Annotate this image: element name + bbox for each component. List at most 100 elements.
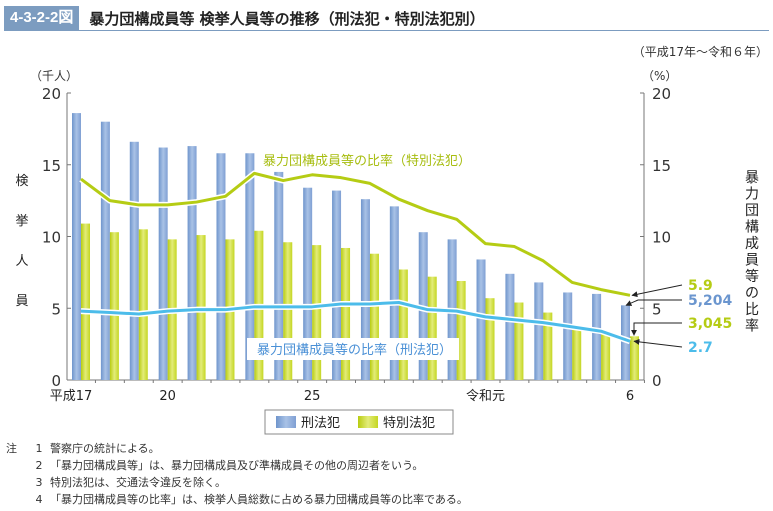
right-axis-label-char: 力 xyxy=(745,187,759,203)
note-number: 4 xyxy=(35,493,43,506)
bar-special xyxy=(138,229,148,380)
left-axis-label-char: 挙 xyxy=(15,214,28,229)
y2-tick-label: 5 xyxy=(652,300,662,318)
bar-penal xyxy=(505,273,515,380)
bar-penal xyxy=(158,147,168,380)
line-label-penal: 暴力団構成員等の比率（刑法犯） xyxy=(257,342,452,358)
bar-special xyxy=(369,253,379,380)
bar-penal xyxy=(592,293,602,380)
figure-header: 4-3-2-2図 暴力団構成員等 検挙人員等の推移（刑法犯・特別法犯別） xyxy=(4,6,485,30)
bar-special xyxy=(341,247,351,380)
bar-penal xyxy=(563,292,573,380)
right-axis-label-char: 員 xyxy=(745,253,759,269)
bar-penal xyxy=(389,206,399,380)
right-axis-label-char: 構 xyxy=(745,220,759,236)
legend-label-special: 特別法犯 xyxy=(383,416,435,431)
note-item: 注 1 警察庁の統計による。 xyxy=(6,440,468,457)
legend-swatch-penal xyxy=(276,416,296,428)
bar-special xyxy=(398,269,408,380)
x-tick-label: 20 xyxy=(159,389,176,404)
annotation-value: 3,045 xyxy=(688,316,732,332)
title-divider xyxy=(4,30,769,31)
y-tick-label: 20 xyxy=(42,85,61,103)
right-axis-label-char: 暴 xyxy=(745,170,759,186)
bar-special xyxy=(283,242,293,380)
bar-penal xyxy=(332,190,342,380)
note-number: 2 xyxy=(35,459,43,472)
bar-special xyxy=(601,331,611,380)
bar-penal xyxy=(72,113,81,380)
right-axis-unit: （%） xyxy=(642,69,677,83)
left-axis-label-char: 員 xyxy=(15,294,28,309)
right-axis-label-char: 等 xyxy=(745,268,759,285)
figure-number: 4-3-2-2図 xyxy=(4,6,80,30)
y-tick-label: 5 xyxy=(51,300,61,318)
right-axis-label-char: 率 xyxy=(745,318,759,335)
right-axis-label-char: 比 xyxy=(745,302,759,318)
annotation-arrow xyxy=(631,322,682,336)
note-head: 注 xyxy=(6,442,17,455)
annotation-value: 2.7 xyxy=(688,340,713,356)
annotation-value: 5.9 xyxy=(688,278,713,294)
line-label-special: 暴力団構成員等の比率（特別法犯） xyxy=(263,153,471,169)
bar-special xyxy=(572,328,582,380)
bar-penal xyxy=(303,187,313,380)
bar-penal xyxy=(360,199,370,380)
bar-special xyxy=(456,280,466,380)
note-number: 1 xyxy=(35,442,43,455)
bar-special xyxy=(109,232,119,380)
right-axis-label-char: 成 xyxy=(745,236,759,252)
bar-penal xyxy=(100,121,110,380)
x-tick-label: 令和元 xyxy=(466,389,505,404)
bar-special xyxy=(427,276,437,380)
line-ratio-penal xyxy=(80,301,631,343)
annotation-arrow xyxy=(633,338,683,348)
bar-penal xyxy=(476,259,486,380)
notes: 注 1 警察庁の統計による。 2 「暴力団構成員等」は、暴力団構成員及び準構成員その他… xyxy=(6,440,468,508)
bar-special xyxy=(543,312,553,380)
annotation-arrow xyxy=(625,299,682,306)
note-text: 警察庁の統計による。 xyxy=(50,442,160,455)
left-axis-label-char: 人 xyxy=(15,254,28,269)
y2-tick-label: 0 xyxy=(652,372,662,390)
right-axis-label-char: 団 xyxy=(745,203,759,219)
note-number: 3 xyxy=(35,476,43,489)
note-item: 3 特別法犯は、交通法令違反を除く。 xyxy=(6,474,468,491)
note-text: 「暴力団構成員等」は、暴力団構成員及び準構成員その他の周辺者をいう。 xyxy=(50,459,424,472)
bar-special xyxy=(312,245,322,380)
legend-swatch-special xyxy=(358,416,378,428)
chart: （平成17年〜令和６年） （千人） （%） 検挙人員 暴力団構成員等の比率 05… xyxy=(15,44,768,435)
annotation-value: 5,204 xyxy=(688,293,733,309)
right-axis-label-char: の xyxy=(745,286,759,302)
period-note: （平成17年〜令和６年） xyxy=(633,44,768,59)
bar-special xyxy=(81,223,90,380)
left-axis-label-char: 検 xyxy=(15,174,28,189)
figure-title: 暴力団構成員等 検挙人員等の推移（刑法犯・特別法犯別） xyxy=(89,9,485,28)
y-tick-label: 0 xyxy=(51,372,61,390)
y-tick-label: 10 xyxy=(42,229,61,247)
bar-penal xyxy=(534,282,544,380)
bar-penal xyxy=(187,146,197,380)
line-label-penal-bg xyxy=(247,338,459,360)
line-ratio-special xyxy=(80,171,631,297)
note-text: 特別法犯は、交通法令違反を除く。 xyxy=(50,476,226,489)
bar-penal xyxy=(216,153,226,380)
bar-special xyxy=(485,298,495,380)
bar-special xyxy=(514,302,524,380)
left-axis-label: 検挙人員 xyxy=(15,174,28,309)
note-item: 4 「暴力団構成員等の比率」は、検挙人員総数に占める暴力団構成員等の比率である。 xyxy=(6,491,468,508)
bar-special xyxy=(630,336,639,380)
left-axis-unit: （千人） xyxy=(30,69,78,83)
bar-penal xyxy=(129,141,139,380)
y-tick-label: 15 xyxy=(42,157,61,175)
bar-penal xyxy=(274,171,284,380)
note-item: 2 「暴力団構成員等」は、暴力団構成員及び準構成員その他の周辺者をいう。 xyxy=(6,457,468,474)
y2-tick-label: 20 xyxy=(652,85,671,103)
x-tick-label: 平成17 xyxy=(50,389,93,404)
legend: 刑法犯 特別法犯 xyxy=(264,409,454,435)
x-tick-label: 6 xyxy=(626,389,634,404)
annotation-arrow xyxy=(631,284,683,298)
y2-tick-label: 10 xyxy=(652,229,671,247)
note-text: 「暴力団構成員等の比率」は、検挙人員総数に占める暴力団構成員等の比率である。 xyxy=(50,493,468,506)
y2-tick-label: 15 xyxy=(652,157,671,175)
